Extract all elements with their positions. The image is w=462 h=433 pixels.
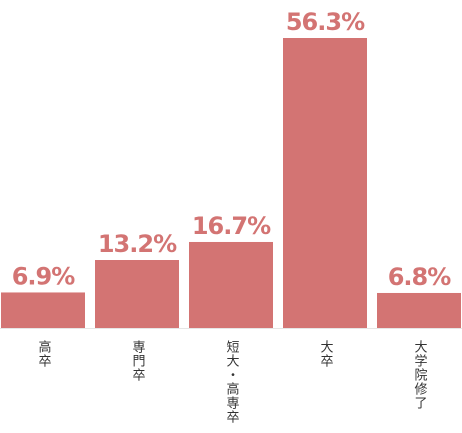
- x-tick-label: 大卒: [318, 340, 334, 368]
- bar: [283, 38, 367, 328]
- bar: [189, 241, 273, 328]
- value-label: 56.3%: [286, 8, 365, 36]
- x-tick-label: 大学院修了: [412, 340, 428, 410]
- value-label: 16.7%: [192, 212, 271, 240]
- value-label: 6.8%: [388, 263, 452, 291]
- value-label: 6.9%: [12, 262, 76, 290]
- x-tick-label: 短大・高専卒: [224, 340, 240, 424]
- bar: [95, 260, 179, 328]
- bar: [1, 292, 85, 328]
- x-tick-label: 高卒: [36, 339, 52, 368]
- x-tick-label: 専門卒: [130, 340, 146, 382]
- value-label: 13.2%: [98, 230, 177, 258]
- bar: [377, 292, 461, 328]
